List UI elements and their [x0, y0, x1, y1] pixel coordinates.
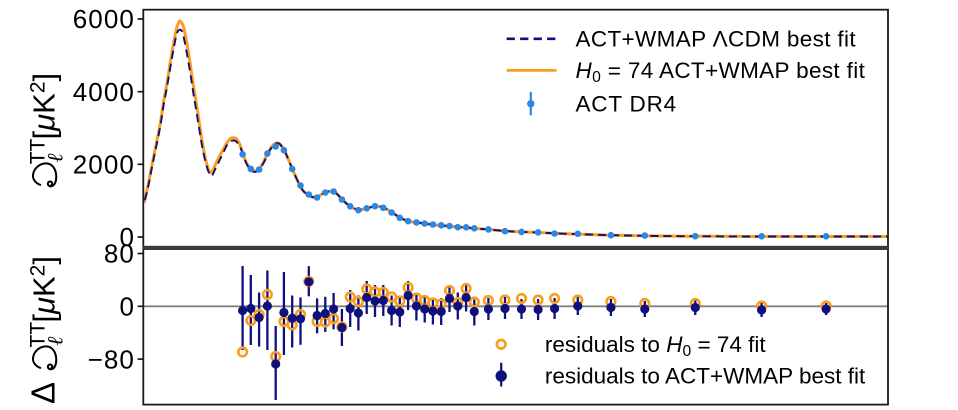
svg-text:80: 80 — [104, 239, 135, 269]
svg-text:Δ DTTℓ[μK2]: Δ DTTℓ[μK2] — [25, 256, 68, 404]
svg-text:0: 0 — [119, 292, 135, 322]
svg-text:DTTℓ[μK2]: DTTℓ[μK2] — [27, 73, 68, 189]
svg-text:residuals to ACT+WMAP best fit: residuals to ACT+WMAP best fit — [545, 364, 866, 389]
svg-text:ACT DR4: ACT DR4 — [576, 91, 677, 116]
svg-text:2000: 2000 — [73, 150, 135, 180]
svg-text:ACT+WMAP ΛCDM best fit: ACT+WMAP ΛCDM best fit — [576, 27, 857, 52]
svg-text:H0 = 74 ACT+WMAP best fit: H0 = 74 ACT+WMAP best fit — [576, 58, 866, 86]
svg-text:0: 0 — [119, 222, 135, 252]
svg-text:−80: −80 — [88, 344, 135, 374]
svg-text:6000: 6000 — [73, 4, 135, 34]
svg-text:4000: 4000 — [73, 77, 135, 107]
svg-text:residuals to H0 = 74 fit: residuals to H0 = 74 fit — [545, 332, 766, 360]
